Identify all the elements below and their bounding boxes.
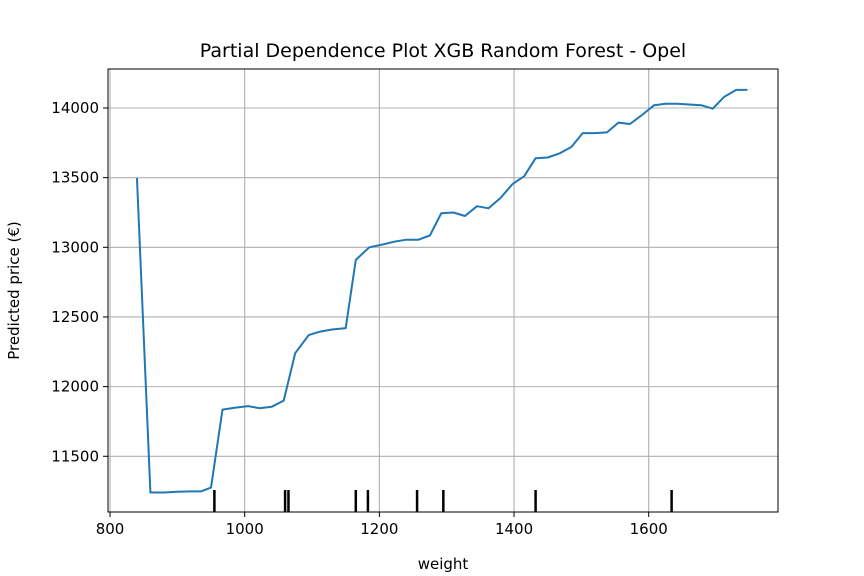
y-axis-label: Predicted price (€) <box>5 221 23 360</box>
x-tick-label: 1600 <box>630 520 668 538</box>
x-axis-label: weight <box>418 555 469 573</box>
y-tick-label: 11500 <box>51 447 99 465</box>
y-tick-label: 14000 <box>51 99 99 117</box>
x-axis-ticks: 800 1000 1200 1400 1600 <box>96 512 668 538</box>
y-axis-ticks: 11500 12000 12500 13000 13500 14000 <box>51 99 108 465</box>
grid-lines <box>108 69 778 512</box>
rug-marks <box>213 490 673 512</box>
x-tick-label: 1000 <box>226 520 264 538</box>
chart-title: Partial Dependence Plot XGB Random Fores… <box>200 40 686 62</box>
y-tick-label: 13000 <box>51 238 99 256</box>
y-tick-label: 12500 <box>51 308 99 326</box>
y-tick-label: 13500 <box>51 169 99 187</box>
x-tick-label: 800 <box>96 520 125 538</box>
x-tick-label: 1200 <box>360 520 398 538</box>
y-tick-label: 12000 <box>51 378 99 396</box>
x-tick-label: 1400 <box>495 520 533 538</box>
series-line <box>135 88 748 494</box>
axes-frame <box>107 68 779 513</box>
